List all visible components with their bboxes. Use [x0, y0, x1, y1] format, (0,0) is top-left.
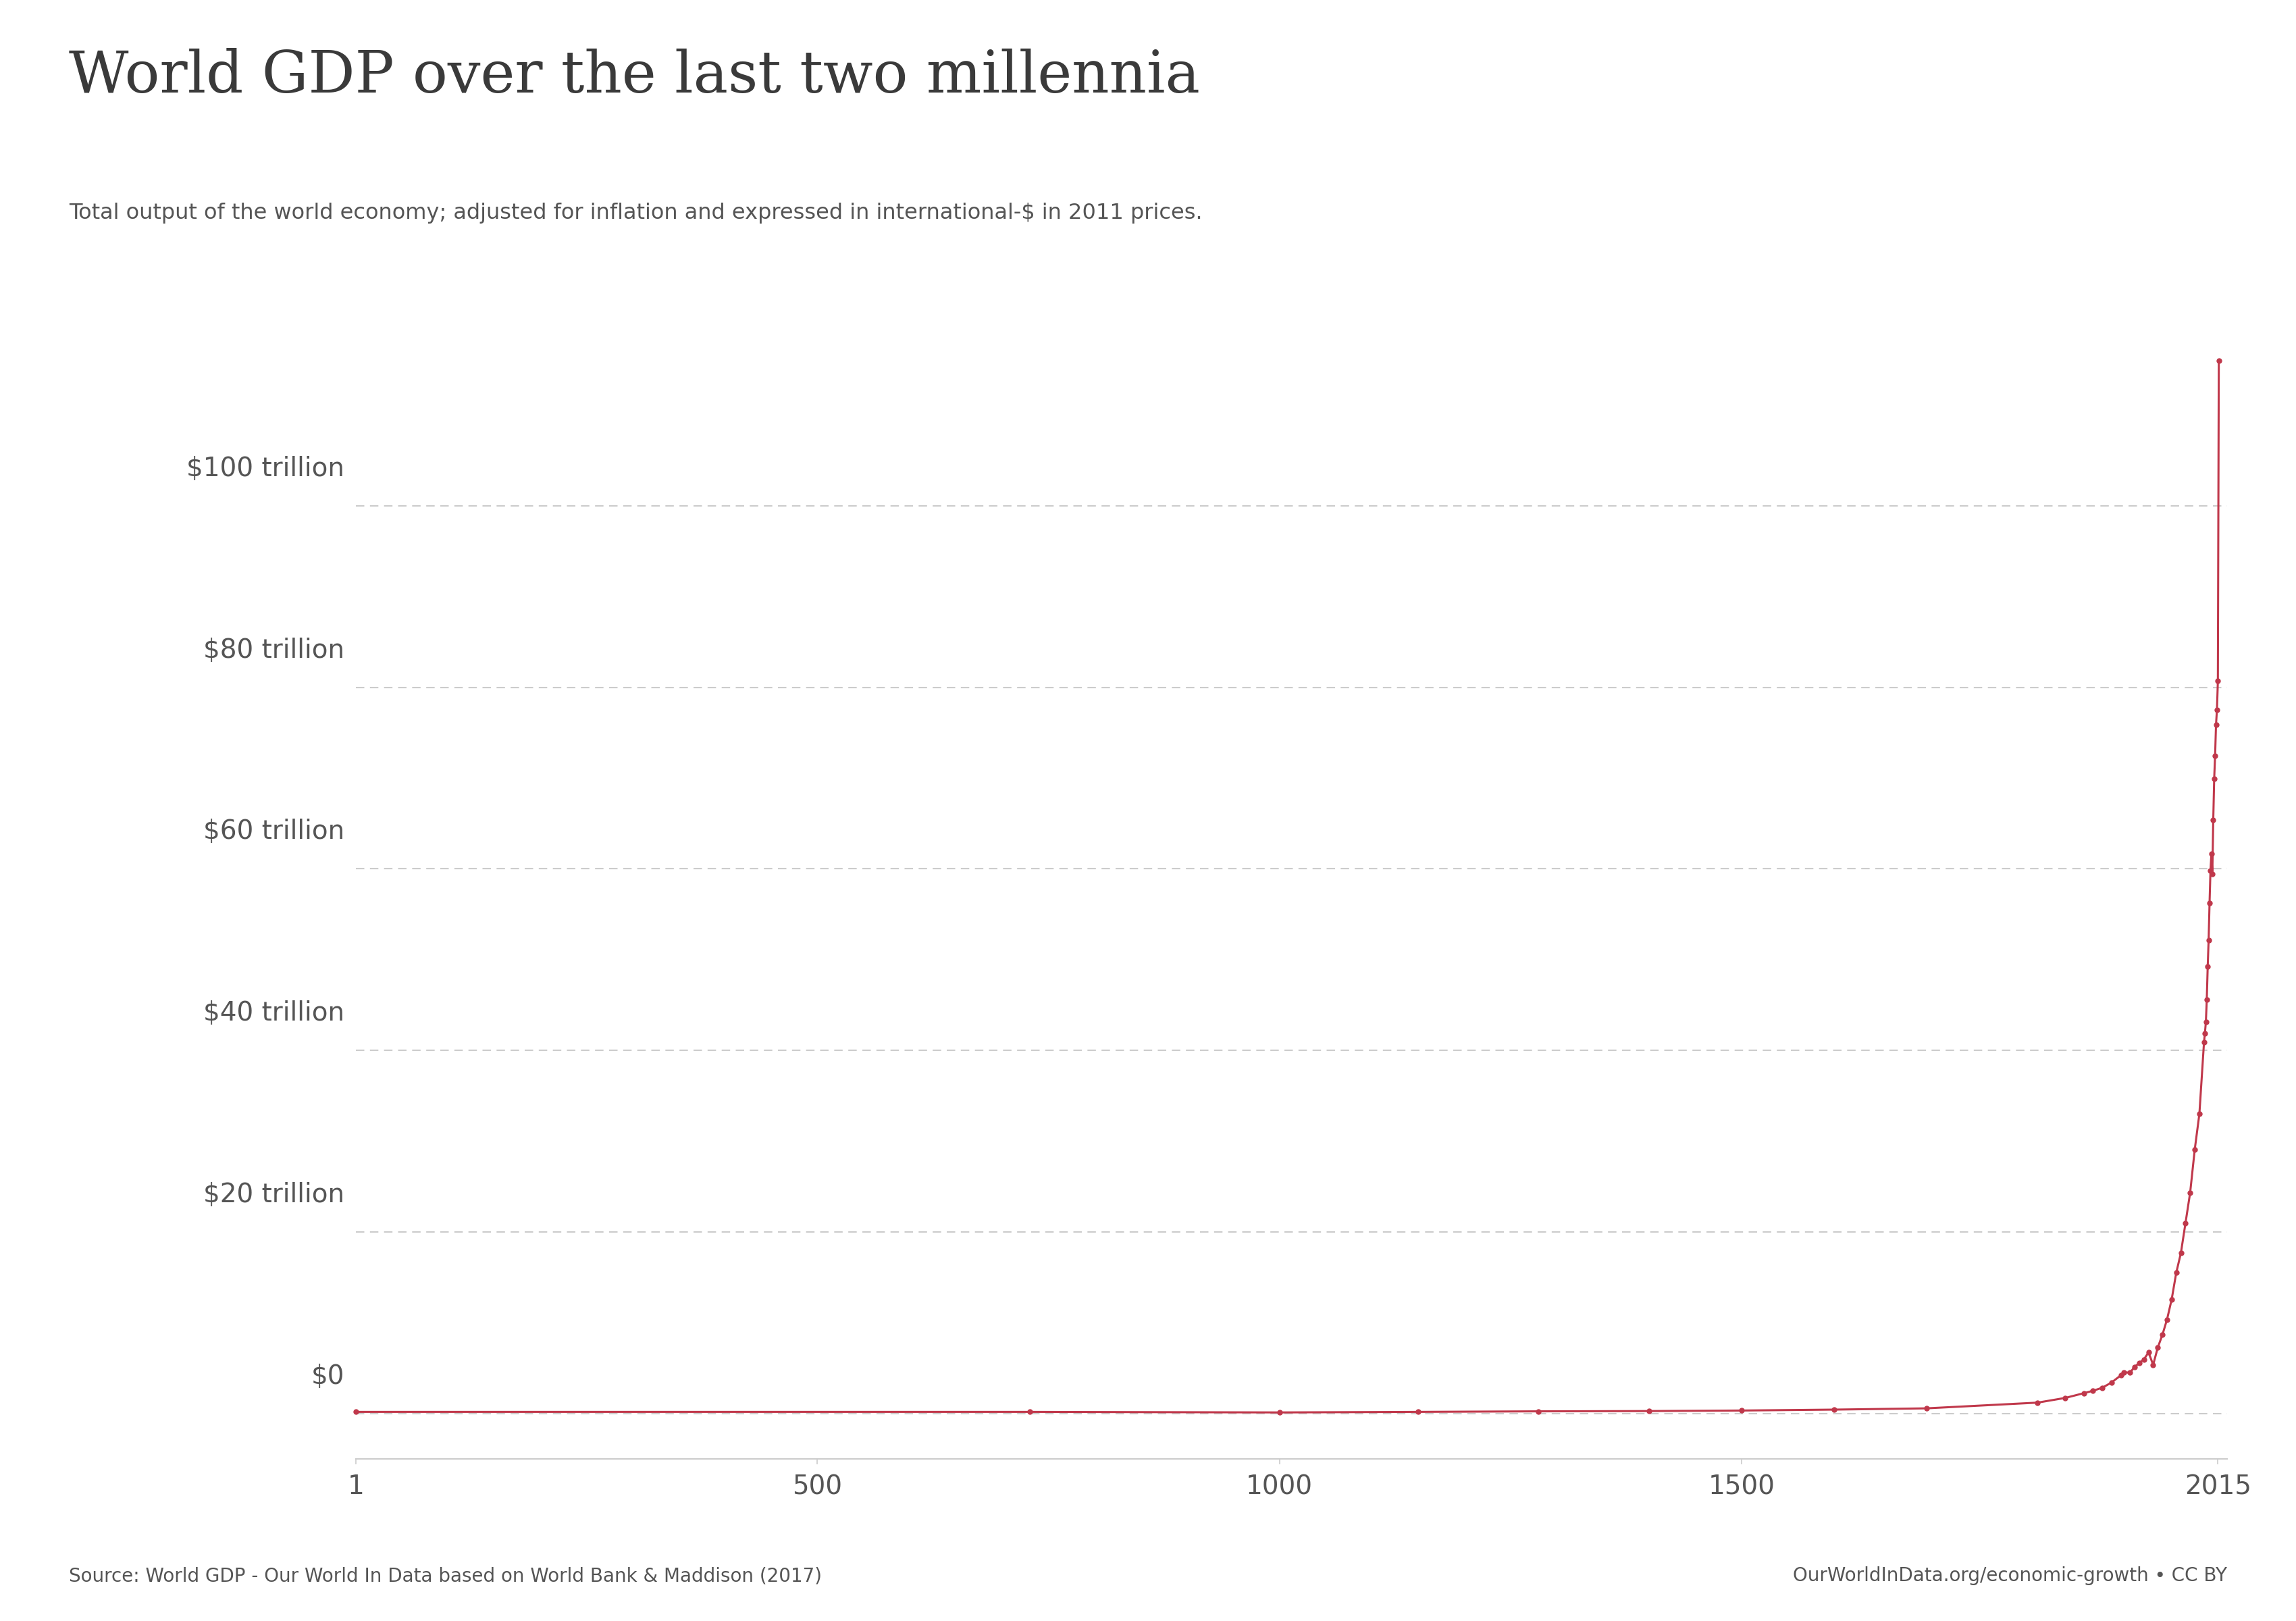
Text: $60 trillion: $60 trillion — [202, 819, 344, 845]
Text: Total output of the world economy; adjusted for inflation and expressed in inter: Total output of the world economy; adjus… — [69, 203, 1203, 224]
Text: $20 trillion: $20 trillion — [204, 1182, 344, 1208]
Text: in Data: in Data — [2062, 165, 2161, 188]
Text: Source: World GDP - Our World In Data based on World Bank & Maddison (2017): Source: World GDP - Our World In Data ba… — [69, 1566, 822, 1585]
Text: $0: $0 — [310, 1363, 344, 1389]
Text: $40 trillion: $40 trillion — [204, 1000, 344, 1026]
Text: $80 trillion: $80 trillion — [204, 637, 344, 663]
Text: Our World: Our World — [2041, 97, 2181, 120]
Text: $100 trillion: $100 trillion — [186, 456, 344, 481]
Text: OurWorldInData.org/economic-growth • CC BY: OurWorldInData.org/economic-growth • CC … — [1793, 1566, 2227, 1585]
Text: World GDP over the last two millennia: World GDP over the last two millennia — [69, 49, 1201, 105]
